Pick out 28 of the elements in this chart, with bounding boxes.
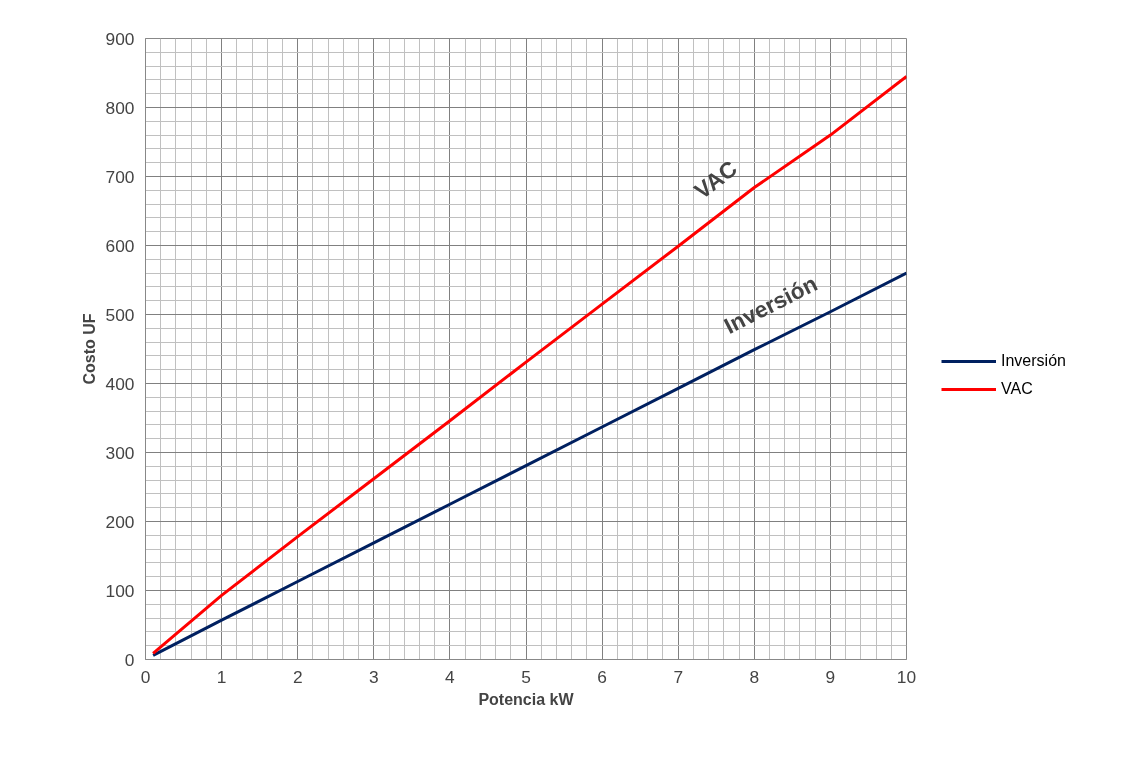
y-tick-label: 400	[105, 373, 135, 394]
y-tick-label: 700	[105, 166, 135, 187]
x-tick-label: 4	[445, 666, 456, 687]
x-tick-label: 8	[749, 666, 760, 687]
y-tick-label: 300	[105, 442, 135, 463]
y-tick-label: 800	[105, 97, 135, 118]
y-tick-label: 600	[105, 235, 135, 256]
x-tick-label: 6	[597, 666, 607, 687]
line-series	[151, 271, 907, 657]
y-tick-label: 0	[124, 649, 135, 670]
x-tick-label: 10	[896, 666, 917, 687]
y-tick-label: 100	[105, 580, 135, 601]
x-tick-label: 7	[673, 666, 684, 687]
x-tick-label: 2	[292, 666, 303, 687]
y-tick-label: 900	[105, 28, 135, 49]
x-tick-label: 1	[216, 666, 227, 687]
y-tick-label: 500	[105, 304, 135, 325]
legend-label: VAC	[1001, 380, 1033, 398]
x-axis-title: Potencia kW	[478, 690, 575, 708]
y-tick-label: 200	[105, 511, 135, 532]
x-tick-label: 9	[825, 666, 836, 687]
line-series	[151, 74, 907, 655]
x-tick-label: 3	[368, 666, 379, 687]
x-tick-label: 0	[140, 666, 151, 687]
x-tick-label: 5	[521, 666, 531, 687]
annotation: VAC	[689, 155, 742, 204]
y-axis-title: Costo UF	[80, 313, 98, 385]
legend-label: Inversión	[1001, 352, 1066, 370]
